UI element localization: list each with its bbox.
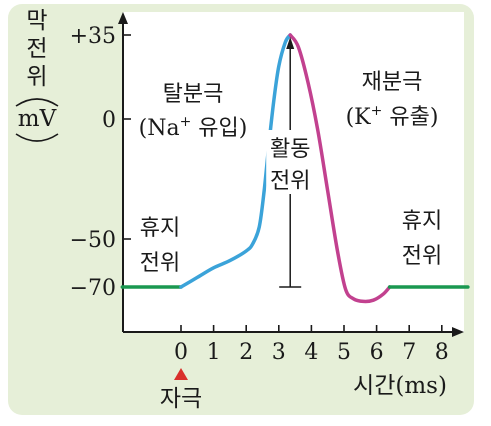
y-axis-arrowhead <box>118 12 128 24</box>
depolarization-label: 탈분극 <box>163 82 224 107</box>
resting-left-line-2: 전위 <box>140 251 180 276</box>
repolarization-direction: 유출) <box>382 105 438 130</box>
repolarization-label: 재분극 <box>362 70 423 95</box>
y-tick-label-1: 0 <box>102 108 116 133</box>
repolarization-ion: (K <box>346 105 372 130</box>
y-axis-title-char-1: 막 <box>26 8 47 34</box>
y-ticks: +35 0 −50 −70 <box>70 24 131 301</box>
resting-potential-left-annotation: 휴지 전위 <box>140 216 180 276</box>
ap-label-line-1: 활동 <box>270 137 310 162</box>
ap-arrow-head <box>286 37 295 49</box>
repolarization-annotation: 재분극 (K+ 유출) <box>346 70 439 130</box>
x-tick-label-7: 7 <box>402 340 416 365</box>
repolarization-detail: (K+ 유출) <box>346 103 439 130</box>
x-axis-title: 시간(ms) <box>353 373 447 399</box>
stimulus-marker: 자극 <box>160 368 202 412</box>
x-tick-label-6: 6 <box>370 340 384 365</box>
membrane-potential-curve <box>120 33 470 304</box>
depolarization-ion-charge: + <box>180 114 192 130</box>
repolarization-ion-charge: + <box>371 103 383 119</box>
resting-right-line-2: 전위 <box>402 244 442 269</box>
resting-right-line-1: 휴지 <box>402 209 442 234</box>
x-tick-label-1: 1 <box>207 340 221 365</box>
stimulus-triangle <box>174 368 188 380</box>
x-tick-label-0: 0 <box>174 340 188 365</box>
resting-potential-right-annotation: 휴지 전위 <box>402 209 442 269</box>
y-axis-unit-bracket-top <box>15 98 59 107</box>
y-axis-unit: mV <box>18 106 57 132</box>
curve-segment-depolarization <box>179 33 292 289</box>
y-axis-unit-bracket-bottom <box>15 133 59 142</box>
x-tick-label-3: 3 <box>272 340 286 365</box>
x-tick-label-8: 8 <box>435 340 449 365</box>
x-tick-label-5: 5 <box>337 340 351 365</box>
y-tick-label-0: +35 <box>70 24 116 49</box>
x-tick-label-2: 2 <box>239 340 253 365</box>
resting-left-line-1: 휴지 <box>140 216 180 241</box>
depolarization-direction: 유입) <box>191 116 247 141</box>
y-axis-title-char-3: 위 <box>26 64 47 90</box>
y-axis-title: 막 전 위 mV <box>15 8 59 142</box>
y-tick-label-2: −50 <box>70 228 116 253</box>
y-axis-title-char-2: 전 <box>26 36 47 62</box>
ap-label-bg <box>266 130 315 194</box>
stimulus-label: 자극 <box>160 386 202 412</box>
curve-segment-repolarization <box>288 33 392 304</box>
depolarization-ion: (Na <box>139 116 180 141</box>
depolarization-detail: (Na+ 유입) <box>139 114 248 141</box>
depolarization-annotation: 탈분극 (Na+ 유입) <box>139 82 248 141</box>
y-tick-label-3: −70 <box>70 276 116 301</box>
ap-label-line-2: 전위 <box>270 169 310 194</box>
x-tick-label-4: 4 <box>304 340 318 365</box>
x-axis-arrowhead <box>452 327 464 337</box>
